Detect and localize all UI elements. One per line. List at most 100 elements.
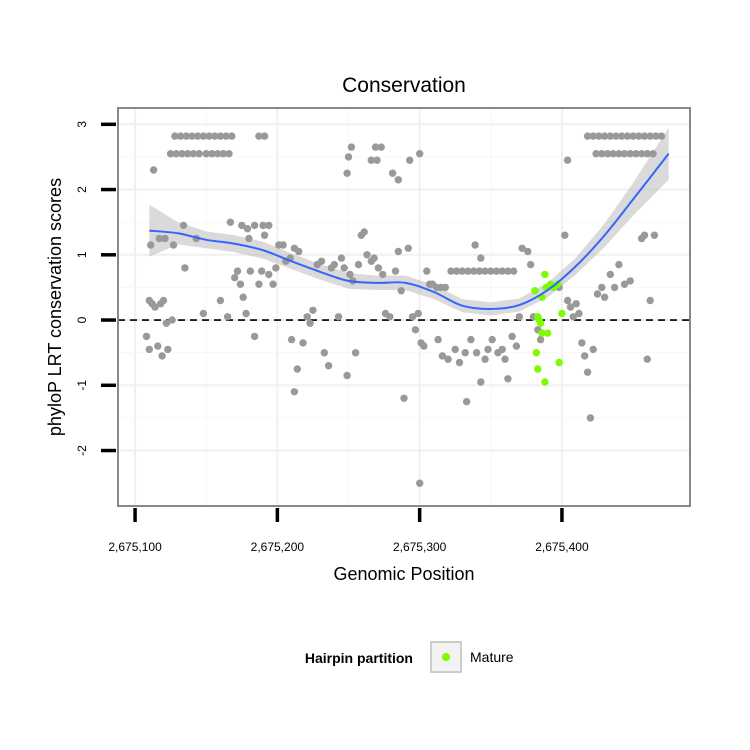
data-point-hairpin bbox=[609, 150, 617, 158]
data-point-hairpin bbox=[586, 414, 595, 422]
data-point-hairpin bbox=[211, 132, 219, 140]
data-point-hairpin bbox=[317, 257, 326, 265]
data-point-hairpin bbox=[615, 260, 623, 269]
data-point-hairpin bbox=[518, 244, 526, 252]
data-point-hairpin bbox=[258, 267, 266, 275]
data-point-hairpin bbox=[287, 335, 296, 344]
data-point-mature bbox=[538, 329, 546, 337]
data-point-mature bbox=[558, 309, 566, 318]
smooth-trend-line bbox=[149, 153, 670, 310]
data-point-hairpin bbox=[155, 234, 163, 243]
data-point-hairpin bbox=[492, 267, 501, 275]
data-point-hairpin bbox=[635, 132, 643, 140]
data-point-hairpin bbox=[290, 388, 299, 396]
data-point-hairpin bbox=[438, 352, 447, 360]
data-point-hairpin bbox=[205, 132, 213, 140]
data-point-hairpin bbox=[164, 345, 172, 354]
data-point-hairpin bbox=[423, 267, 431, 275]
data-point-hairpin bbox=[650, 231, 659, 239]
data-point-hairpin bbox=[487, 267, 495, 275]
data-point-hairpin bbox=[228, 132, 236, 140]
data-point-hairpin bbox=[572, 300, 580, 308]
data-point-mature bbox=[541, 270, 549, 279]
data-point-hairpin bbox=[347, 143, 356, 151]
data-point-hairpin bbox=[475, 267, 484, 275]
data-point-hairpin bbox=[386, 313, 394, 321]
data-point-hairpin bbox=[188, 132, 196, 140]
data-point-hairpin bbox=[640, 231, 649, 239]
data-point-hairpin bbox=[598, 150, 606, 158]
data-point-mature bbox=[544, 329, 552, 337]
data-point-hairpin bbox=[260, 132, 269, 140]
data-point-hairpin bbox=[246, 267, 254, 275]
data-point-hairpin bbox=[344, 153, 353, 161]
data-point-mature bbox=[532, 349, 540, 357]
data-point-hairpin bbox=[563, 296, 572, 305]
data-point-hairpin bbox=[606, 132, 614, 140]
data-point-hairpin bbox=[272, 264, 280, 272]
legend-key-dot-mature bbox=[442, 653, 450, 661]
data-point-hairpin bbox=[161, 234, 169, 243]
x-axis-title: Genomic Position bbox=[333, 564, 474, 584]
data-point-hairpin bbox=[600, 293, 609, 301]
data-point-hairpin bbox=[394, 247, 402, 256]
confidence-ribbon bbox=[149, 127, 669, 316]
data-point-hairpin bbox=[216, 296, 225, 305]
data-point-hairpin bbox=[589, 345, 597, 354]
x-tick-label: 2,675,100 bbox=[108, 540, 162, 554]
data-point-hairpin bbox=[472, 349, 481, 357]
data-point-hairpin bbox=[374, 264, 383, 272]
data-point-hairpin bbox=[199, 132, 208, 140]
legend-label-mature: Mature bbox=[470, 649, 514, 665]
data-point-hairpin bbox=[295, 247, 303, 256]
data-point-hairpin bbox=[610, 283, 619, 292]
data-point-hairpin bbox=[337, 254, 346, 262]
data-point-hairpin bbox=[226, 218, 235, 226]
data-point-hairpin bbox=[309, 306, 317, 314]
data-point-hairpin bbox=[265, 221, 273, 230]
data-point-hairpin bbox=[470, 267, 478, 275]
y-tick-label: 2 bbox=[75, 186, 89, 193]
y-tick-label: 0 bbox=[75, 316, 89, 323]
data-point-hairpin bbox=[612, 132, 620, 140]
data-point-hairpin bbox=[189, 150, 198, 158]
data-point-hairpin bbox=[320, 349, 328, 357]
y-tick-label: 1 bbox=[75, 251, 89, 258]
data-point-hairpin bbox=[414, 309, 422, 318]
data-point-hairpin bbox=[391, 267, 400, 275]
data-point-hairpin bbox=[194, 132, 202, 140]
data-point-hairpin bbox=[255, 132, 263, 140]
data-point-hairpin bbox=[637, 150, 646, 158]
data-point-hairpin bbox=[501, 355, 509, 363]
data-point-hairpin bbox=[371, 143, 380, 151]
data-point-hairpin bbox=[643, 355, 651, 363]
data-point-hairpin bbox=[632, 150, 640, 158]
data-point-hairpin bbox=[306, 319, 314, 327]
data-point-hairpin bbox=[600, 132, 609, 140]
data-point-hairpin bbox=[524, 247, 532, 256]
data-point-hairpin bbox=[233, 267, 242, 275]
data-point-hairpin bbox=[589, 132, 597, 140]
y-tick-label: -1 bbox=[75, 380, 89, 391]
data-point-hairpin bbox=[223, 313, 232, 321]
data-point-hairpin bbox=[242, 309, 250, 318]
data-point-hairpin bbox=[618, 132, 626, 140]
legend-title: Hairpin partition bbox=[305, 650, 413, 666]
data-point-hairpin bbox=[481, 267, 489, 275]
data-point-hairpin bbox=[151, 303, 159, 311]
data-point-hairpin bbox=[512, 342, 521, 350]
data-point-hairpin bbox=[458, 267, 466, 275]
data-point-hairpin bbox=[373, 156, 381, 164]
data-point-hairpin bbox=[598, 283, 606, 292]
data-point-hairpin bbox=[158, 352, 166, 360]
data-point-hairpin bbox=[351, 349, 360, 357]
data-point-hairpin bbox=[181, 264, 189, 272]
data-point-hairpin bbox=[330, 260, 338, 269]
data-point-hairpin bbox=[142, 332, 151, 341]
data-point-hairpin bbox=[334, 313, 343, 321]
data-point-hairpin bbox=[404, 244, 412, 252]
data-point-hairpin bbox=[154, 342, 162, 350]
data-point-hairpin bbox=[623, 132, 632, 140]
data-point-hairpin bbox=[293, 365, 301, 373]
